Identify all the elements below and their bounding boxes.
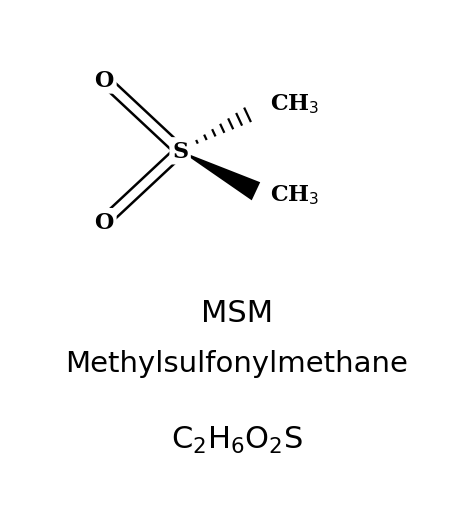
Text: O: O — [95, 70, 114, 92]
Text: $\mathrm{C_2H_6O_2S}$: $\mathrm{C_2H_6O_2S}$ — [171, 424, 303, 455]
Text: CH$_3$: CH$_3$ — [270, 92, 319, 115]
Text: CH$_3$: CH$_3$ — [270, 183, 319, 206]
Polygon shape — [180, 152, 260, 201]
Text: Methylsulfonylmethane: Methylsulfonylmethane — [65, 349, 409, 378]
Text: MSM: MSM — [201, 298, 273, 328]
Text: O: O — [95, 211, 114, 233]
Text: S: S — [172, 140, 188, 163]
